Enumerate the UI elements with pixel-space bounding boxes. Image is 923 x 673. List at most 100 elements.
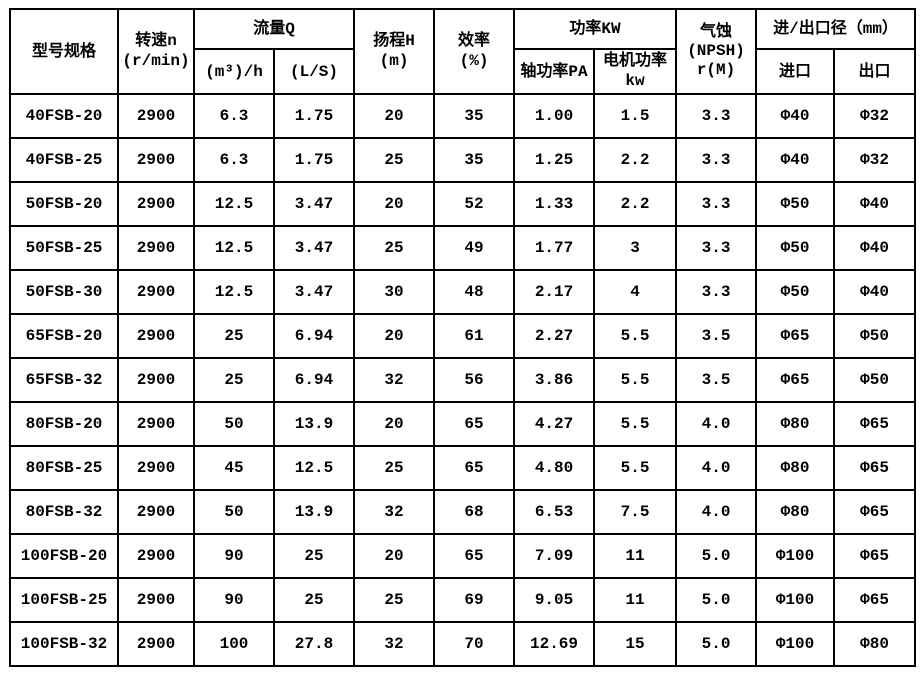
table-cell: Φ50 xyxy=(833,357,917,403)
table-cell: Φ40 xyxy=(755,137,836,183)
model-cell: 50FSB-25 xyxy=(9,225,119,271)
table-cell: 68 xyxy=(433,489,516,535)
table-cell: 56 xyxy=(433,357,516,403)
table-cell: 20 xyxy=(353,93,436,139)
header-speed: 转速n (r/min) xyxy=(117,8,195,95)
table-cell: 2900 xyxy=(117,225,195,271)
table-cell: Φ40 xyxy=(833,269,917,315)
table-cell: 32 xyxy=(353,357,436,403)
table-cell: 6.3 xyxy=(193,93,275,139)
table-cell: Φ100 xyxy=(755,621,836,667)
table-cell: Φ80 xyxy=(755,489,836,535)
table-cell: 35 xyxy=(433,93,516,139)
model-cell: 80FSB-32 xyxy=(9,489,119,535)
table-cell: 2900 xyxy=(117,181,195,227)
header-flow-ls: (L/S) xyxy=(272,48,356,95)
pump-spec-table: 型号规格 转速n (r/min) 流量Q 扬程H (m) 效率 (%) 功率KW… xyxy=(9,8,917,667)
table-cell: 52 xyxy=(433,181,516,227)
header-speed-line2: (r/min) xyxy=(122,51,190,70)
table-cell: 20 xyxy=(353,533,436,579)
table-cell: 65 xyxy=(433,533,516,579)
header-flow-m3h: (m³)/h xyxy=(193,48,275,95)
header-outlet: 出口 xyxy=(833,48,917,95)
table-cell: Φ32 xyxy=(833,137,917,183)
table-cell: 5.5 xyxy=(593,313,678,359)
table-row: 80FSB-20 2900 50 13.9 20 65 4.27 5.5 4.0 Φ80 Φ65 xyxy=(9,401,917,447)
table-cell: Φ32 xyxy=(833,93,917,139)
table-body: 40FSB-20 2900 6.3 1.75 20 35 1.00 1.5 3.3 Φ40 Φ32 4… xyxy=(9,93,917,667)
table-cell: 5.5 xyxy=(593,357,678,403)
header-model: 型号规格 xyxy=(9,8,119,95)
table-cell: 5.0 xyxy=(675,621,758,667)
header-efficiency-line1: 效率 xyxy=(458,32,491,51)
table-cell: 7.5 xyxy=(593,489,678,535)
table-cell: Φ100 xyxy=(755,533,836,579)
header-inlet-outlet: 进/出口径（mm） xyxy=(755,8,917,50)
table-cell: 3.3 xyxy=(675,137,758,183)
table-cell: 50 xyxy=(193,401,275,447)
model-cell: 65FSB-20 xyxy=(9,313,119,359)
table-row: 80FSB-32 2900 50 13.9 32 68 6.53 7.5 4.0 Φ80 Φ65 xyxy=(9,489,917,535)
table-cell: Φ50 xyxy=(755,269,836,315)
table-cell: 4 xyxy=(593,269,678,315)
table-cell: 30 xyxy=(353,269,436,315)
model-cell: 50FSB-30 xyxy=(9,269,119,315)
header-flow: 流量Q xyxy=(192,8,356,50)
table-cell: 2900 xyxy=(117,401,195,447)
table-cell: 20 xyxy=(353,181,436,227)
table-row: 65FSB-20 2900 25 6.94 20 61 2.27 5.5 3.5 Φ65 Φ50 xyxy=(9,313,917,359)
table-row: 100FSB-25 2900 90 25 25 69 9.05 11 5.0 Φ100 Φ65 xyxy=(9,577,917,623)
model-cell: 50FSB-20 xyxy=(9,181,119,227)
table-cell: 3.3 xyxy=(675,93,758,139)
table-cell: 2900 xyxy=(117,621,195,667)
table-cell: 12.5 xyxy=(193,269,275,315)
table-cell: 3 xyxy=(593,225,678,271)
table-row: 65FSB-32 2900 25 6.94 32 56 3.86 5.5 3.5 Φ65 Φ50 xyxy=(9,357,917,403)
table-cell: 6.3 xyxy=(193,137,275,183)
table-cell: 13.9 xyxy=(272,489,356,535)
model-cell: 40FSB-25 xyxy=(9,137,119,183)
header-motor-power: 电机功率 kw xyxy=(593,48,678,95)
table-cell: 3.5 xyxy=(675,313,758,359)
table-cell: 2.2 xyxy=(593,137,678,183)
header-head-line2: (m) xyxy=(379,51,409,70)
table-cell: 1.25 xyxy=(513,137,596,183)
table-cell: Φ65 xyxy=(833,533,917,579)
table-cell: 25 xyxy=(272,577,356,623)
table-cell: 70 xyxy=(433,621,516,667)
table-cell: 25 xyxy=(353,445,436,491)
table-cell: 25 xyxy=(353,137,436,183)
header-shaft-power: 轴功率PA xyxy=(513,48,596,95)
table-row: 40FSB-25 2900 6.3 1.75 25 35 1.25 2.2 3.3 Φ40 Φ32 xyxy=(9,137,917,183)
table-cell: 25 xyxy=(193,357,275,403)
table-cell: Φ40 xyxy=(833,181,917,227)
table-cell: Φ50 xyxy=(755,225,836,271)
header-inlet: 进口 xyxy=(755,48,836,95)
model-cell: 80FSB-20 xyxy=(9,401,119,447)
table-cell: 12.5 xyxy=(193,181,275,227)
table-cell: 1.75 xyxy=(272,93,356,139)
table-cell: 2900 xyxy=(117,489,195,535)
table-cell: 2900 xyxy=(117,269,195,315)
table-row: 50FSB-20 2900 12.5 3.47 20 52 1.33 2.2 3.3 Φ50 Φ40 xyxy=(9,181,917,227)
table-row: 100FSB-20 2900 90 25 20 65 7.09 11 5.0 Φ100 Φ65 xyxy=(9,533,917,579)
header-power: 功率KW xyxy=(513,8,678,50)
table-cell: 2900 xyxy=(117,93,195,139)
table-cell: 2900 xyxy=(117,357,195,403)
table-cell: 3.47 xyxy=(272,181,356,227)
table-cell: 61 xyxy=(433,313,516,359)
table-cell: 3.47 xyxy=(272,225,356,271)
table-cell: 2.17 xyxy=(513,269,596,315)
header-npsh-line1: 气蚀 xyxy=(700,22,733,41)
table-cell: 49 xyxy=(433,225,516,271)
table-cell: 27.8 xyxy=(272,621,356,667)
table-cell: Φ65 xyxy=(833,577,917,623)
table-cell: Φ40 xyxy=(833,225,917,271)
table-cell: 15 xyxy=(593,621,678,667)
table-cell: Φ65 xyxy=(833,489,917,535)
table-cell: 2900 xyxy=(117,137,195,183)
table-cell: 45 xyxy=(193,445,275,491)
table-cell: 65 xyxy=(433,401,516,447)
table-cell: Φ40 xyxy=(755,93,836,139)
